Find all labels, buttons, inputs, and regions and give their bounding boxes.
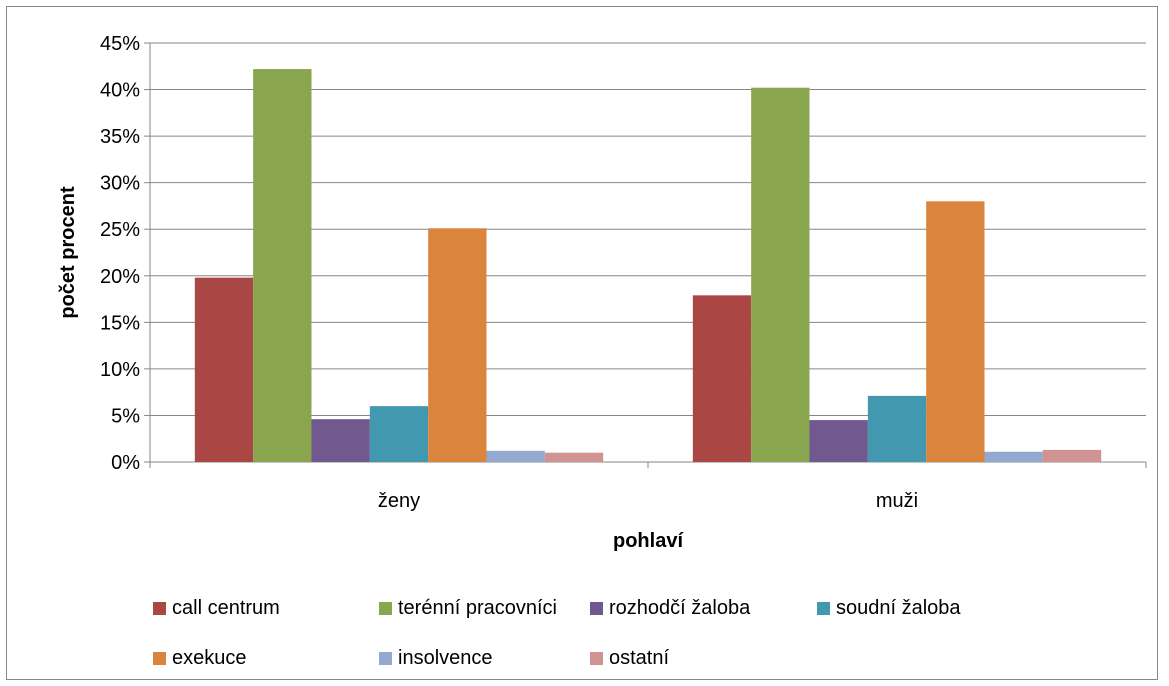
bar [867, 395, 927, 462]
y-tick-label: 45% [100, 33, 140, 55]
bar-chart: 0% 5% 10% 15% 20% 25% 30% 35% 40% 45% ženy muži pohl… [57, 33, 1147, 552]
bar [692, 295, 752, 462]
bar [751, 87, 810, 463]
bar [486, 450, 545, 462]
legend-item-soudni-zaloba: soudní žaloba [817, 597, 961, 620]
bar [253, 69, 312, 462]
legend-label: insolvence [398, 647, 493, 669]
bar [369, 406, 429, 462]
y-axis-title: počet procent [57, 186, 79, 319]
chart-frame: 0% 5% 10% 15% 20% 25% 30% 35% 40% 45% ženy muži pohl… [6, 6, 1158, 680]
y-tick-label: 35% [100, 126, 140, 148]
legend-label: call centrum [172, 597, 280, 619]
y-tick-label: 0% [111, 452, 140, 474]
bar [544, 452, 604, 462]
y-tick-label: 40% [100, 80, 140, 102]
legend-item-ostatni: ostatní [590, 647, 669, 670]
legend-swatch [153, 602, 166, 615]
legend-label: rozhodčí žaloba [609, 597, 751, 619]
bar [984, 451, 1043, 462]
y-tick-label: 15% [100, 312, 140, 334]
y-tick-label: 20% [100, 266, 140, 288]
y-tick-label: 5% [111, 405, 140, 427]
bar [926, 201, 985, 463]
y-tick-label: 30% [100, 173, 140, 195]
legend-swatch [590, 602, 603, 615]
x-axis-title: pohlaví [613, 530, 684, 552]
x-tick-label: ženy [378, 490, 420, 512]
legend-swatch [590, 652, 603, 665]
legend-swatch [817, 602, 830, 615]
bar [809, 420, 868, 462]
bar [1042, 449, 1102, 462]
legend-item-exekuce: exekuce [153, 647, 247, 670]
bar [428, 228, 487, 462]
legend-label: ostatní [609, 647, 670, 669]
bar [194, 277, 254, 462]
legend-label: soudní žaloba [836, 597, 961, 619]
legend-label: exekuce [172, 647, 247, 669]
legend-label: terénní pracovníci [398, 597, 557, 619]
legend-swatch [379, 652, 392, 665]
legend-swatch [153, 652, 166, 665]
legend-item-insolvence: insolvence [379, 647, 493, 670]
legend-item-terenni-pracovnici: terénní pracovníci [379, 597, 557, 620]
x-tick-label: muži [876, 490, 918, 512]
bar [311, 419, 370, 462]
legend-item-call-centrum: call centrum [153, 597, 280, 620]
legend-item-rozhodci-zaloba: rozhodčí žaloba [590, 597, 750, 620]
legend-swatch [379, 602, 392, 615]
y-tick-label: 10% [100, 359, 140, 381]
y-tick-label: 25% [100, 219, 140, 241]
